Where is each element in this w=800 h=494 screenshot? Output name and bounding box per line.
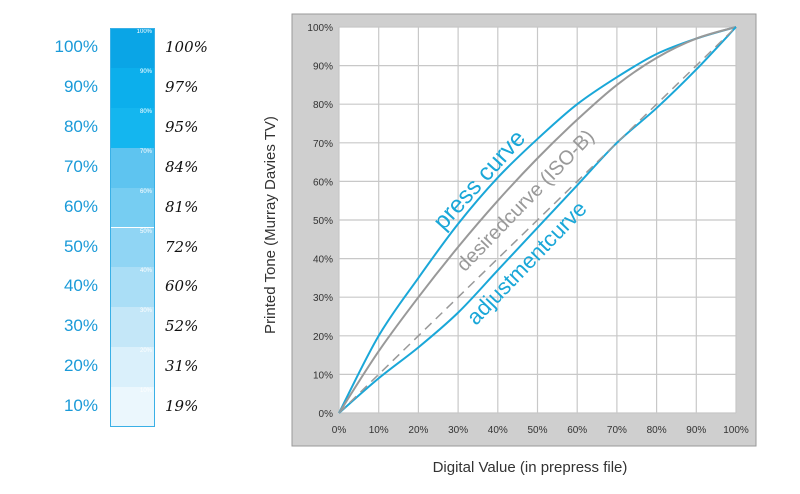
y-tick-label: 90%	[313, 62, 333, 73]
y-tick-label: 40%	[313, 255, 333, 266]
y-tick-label: 0%	[319, 409, 334, 420]
series-line	[338, 26, 737, 414]
x-axis-label: Digital Value (in prepress file)	[433, 459, 628, 476]
tone-label: 20%	[63, 356, 98, 376]
x-tick-label: 90%	[686, 425, 706, 436]
swatch-label: 20%	[139, 348, 152, 355]
y-tick-label: 60%	[313, 177, 333, 188]
tone-label: 90%	[63, 76, 98, 96]
swatch-label: 10%	[139, 388, 152, 395]
y-tick-label: 50%	[313, 216, 333, 227]
swatch-label: 40%	[139, 268, 152, 275]
tone-label: 10%	[63, 396, 98, 416]
measured-value: 31%	[165, 357, 199, 376]
x-tick-label: 0%	[332, 425, 347, 436]
tone-swatch: 30%	[110, 307, 155, 348]
x-tick-label: 50%	[527, 425, 547, 436]
tone-swatch: 10%	[110, 387, 155, 427]
measured-value: 95%	[165, 117, 199, 136]
swatch-label: 30%	[139, 308, 152, 315]
measured-value: 72%	[165, 237, 199, 256]
measured-value: 84%	[165, 157, 199, 176]
swatch-label: 50%	[139, 228, 152, 235]
x-tick-label: 20%	[408, 425, 428, 436]
tone-swatch: 80%	[110, 107, 155, 148]
tone-label: 80%	[63, 116, 98, 136]
swatch-label: 100%	[136, 29, 152, 35]
strip-border	[110, 28, 155, 427]
tone-swatch: 20%	[110, 347, 155, 388]
measured-value: 52%	[165, 317, 199, 336]
tone-label: 70%	[63, 156, 98, 176]
x-tick-label: 30%	[448, 425, 468, 436]
tone-swatch: 100%	[110, 28, 155, 68]
y-tick-label: 100%	[307, 23, 333, 34]
tone-label: 100%	[54, 37, 98, 56]
y-axis-label: Printed Tone (Murray Davies TV)	[262, 116, 279, 334]
x-tick-label: 10%	[369, 425, 389, 436]
x-tick-label: 70%	[607, 425, 627, 436]
y-tick-label: 80%	[313, 100, 333, 111]
x-tick-label: 40%	[488, 425, 508, 436]
y-tick-label: 10%	[313, 370, 333, 381]
measured-value: 81%	[165, 197, 199, 216]
swatch-label: 70%	[139, 148, 152, 155]
tone-swatch: 70%	[110, 147, 155, 188]
tone-label: 60%	[63, 196, 98, 216]
y-tick-label: 20%	[313, 332, 333, 343]
measured-value: 97%	[165, 77, 199, 96]
measured-value: 60%	[165, 277, 199, 296]
tone-swatch: 90%	[110, 67, 155, 108]
x-tick-label: 80%	[647, 425, 667, 436]
swatch-label: 90%	[139, 68, 152, 75]
series-line	[338, 26, 737, 414]
swatch-label: 80%	[139, 108, 152, 115]
tone-label: 40%	[63, 276, 98, 296]
tone-swatch: 50%	[110, 227, 155, 268]
reference-line	[338, 26, 737, 414]
tone-swatch: 40%	[110, 267, 155, 308]
series-line	[338, 26, 737, 414]
measured-value: 19%	[165, 397, 199, 416]
tone-swatch: 60%	[110, 187, 155, 228]
tone-label: 50%	[63, 236, 98, 256]
swatch-label: 60%	[139, 188, 152, 195]
y-tick-label: 30%	[313, 293, 333, 304]
x-tick-label: 100%	[723, 425, 749, 436]
y-tick-label: 70%	[313, 139, 333, 150]
x-tick-label: 60%	[567, 425, 587, 436]
measured-value: 100%	[165, 38, 208, 56]
tone-label: 30%	[63, 316, 98, 336]
